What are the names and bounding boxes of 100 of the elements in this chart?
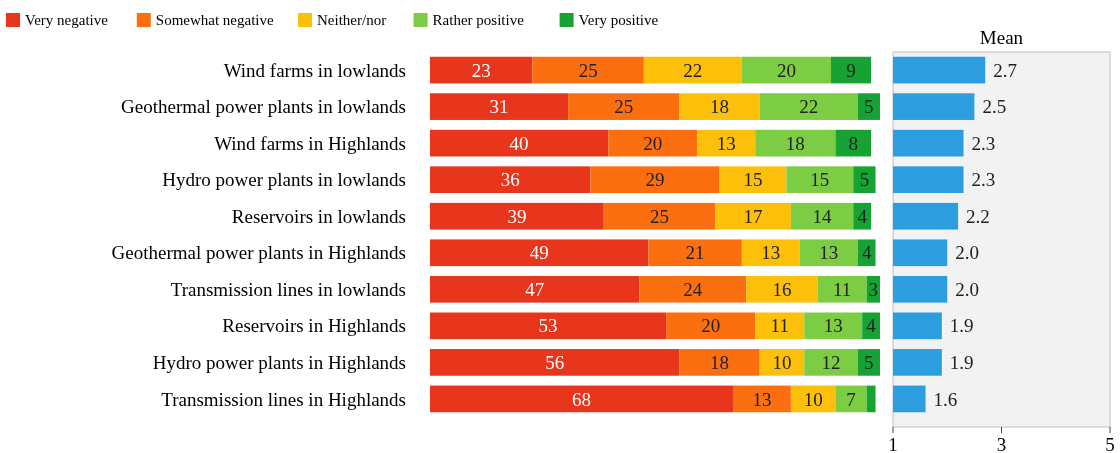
y-tick-label: Wind farms in Highlands	[214, 132, 406, 154]
data-label: 13	[819, 242, 839, 264]
legend-label: Neither/nor	[317, 12, 387, 28]
bar	[430, 349, 680, 376]
data-label: 47	[525, 278, 545, 300]
y-tick-label: Hydro power plants in lowlands	[162, 169, 406, 191]
bar	[679, 349, 760, 376]
bar	[857, 93, 880, 120]
bar	[857, 349, 880, 376]
data-label: 21	[685, 242, 705, 264]
bar	[835, 385, 867, 413]
bar	[759, 349, 805, 376]
data-label: 25	[614, 96, 634, 118]
data-label: 13	[752, 388, 772, 410]
data-label: 10	[803, 388, 823, 410]
data-label: 13	[823, 315, 843, 337]
data-label: 3	[868, 278, 879, 300]
bar	[430, 239, 649, 267]
bar	[430, 166, 591, 194]
data-label: 18	[785, 132, 805, 154]
bar	[590, 166, 720, 194]
data-label: 5	[859, 169, 870, 191]
bar	[666, 312, 756, 340]
bar	[755, 312, 805, 340]
data-label: 68	[571, 388, 591, 410]
bar	[697, 129, 756, 157]
bar	[430, 385, 733, 413]
bar	[430, 129, 609, 157]
bar	[639, 275, 747, 303]
data-label: 2.0	[955, 242, 979, 264]
bar	[817, 275, 867, 303]
bar	[679, 93, 760, 120]
x-tick-label: 5	[1105, 434, 1115, 453]
bar	[866, 385, 876, 413]
data-label: 20	[643, 132, 663, 154]
data-label: 11	[770, 315, 789, 337]
data-label: 49	[529, 242, 549, 264]
data-label: 2.2	[966, 205, 990, 227]
x-tick-label: 3	[996, 434, 1007, 453]
bar	[430, 275, 640, 303]
data-label: 13	[761, 242, 781, 264]
data-label: 12	[821, 352, 841, 374]
bar	[741, 56, 831, 84]
bar	[719, 166, 787, 194]
y-tick-label: Transmission lines in lowlands	[170, 278, 406, 300]
bar	[603, 202, 716, 230]
bar	[608, 129, 698, 157]
legend-label: Very positive	[578, 12, 659, 28]
data-label: 18	[710, 96, 730, 118]
data-label: 39	[507, 205, 527, 227]
data-label: 20	[776, 59, 796, 81]
data-label: 14	[812, 205, 833, 227]
bar	[568, 93, 680, 120]
bar	[853, 166, 876, 194]
data-label: 5	[864, 352, 874, 374]
bar	[532, 56, 644, 84]
data-label: 25	[578, 59, 598, 81]
y-tick-label: Geothermal power plants in Highlands	[111, 242, 406, 264]
data-label: 31	[489, 96, 509, 118]
bar	[799, 239, 858, 267]
bar	[786, 166, 854, 194]
data-label: 16	[772, 278, 792, 300]
data-label: 1.6	[933, 388, 958, 410]
data-label: 7	[846, 388, 856, 410]
legend-label: Very negative	[25, 12, 109, 28]
bar	[759, 93, 858, 120]
y-tick-label: Geothermal power plants in lowlands	[121, 96, 406, 118]
bar	[790, 202, 854, 230]
data-label: 17	[743, 205, 763, 227]
y-tick-label: Hydro power plants in Highlands	[152, 352, 406, 374]
data-label: 13	[716, 132, 736, 154]
data-label: 4	[857, 205, 868, 227]
data-label: 25	[649, 205, 669, 227]
bar	[746, 275, 818, 303]
data-label: 1.9	[949, 352, 974, 374]
data-label: 36	[500, 169, 520, 191]
bar	[643, 56, 742, 84]
data-label: 20	[701, 315, 721, 337]
bar	[741, 239, 800, 267]
y-tick-label: Reservoirs in Highlands	[222, 315, 406, 337]
data-label: 2.3	[971, 169, 996, 191]
data-label: 22	[799, 96, 819, 118]
data-label: 4	[861, 242, 872, 264]
data-label: 18	[710, 352, 730, 374]
x-tick-label: 1	[888, 434, 898, 453]
data-label: 2.7	[993, 59, 1017, 81]
legend-label: Somewhat negative	[155, 12, 275, 28]
data-label: 5	[864, 96, 874, 118]
bar	[430, 56, 533, 84]
data-label: 4	[866, 315, 877, 337]
bar	[648, 239, 742, 267]
y-tick-label: Reservoirs in lowlands	[231, 205, 406, 227]
bar	[715, 202, 791, 230]
bar	[830, 56, 872, 84]
bar	[835, 129, 872, 157]
data-label: 23	[471, 59, 491, 81]
data-label: 8	[848, 132, 859, 154]
data-label: 15	[810, 169, 830, 191]
chart-title: Mean	[979, 27, 1024, 48]
data-label: 24	[683, 278, 703, 300]
